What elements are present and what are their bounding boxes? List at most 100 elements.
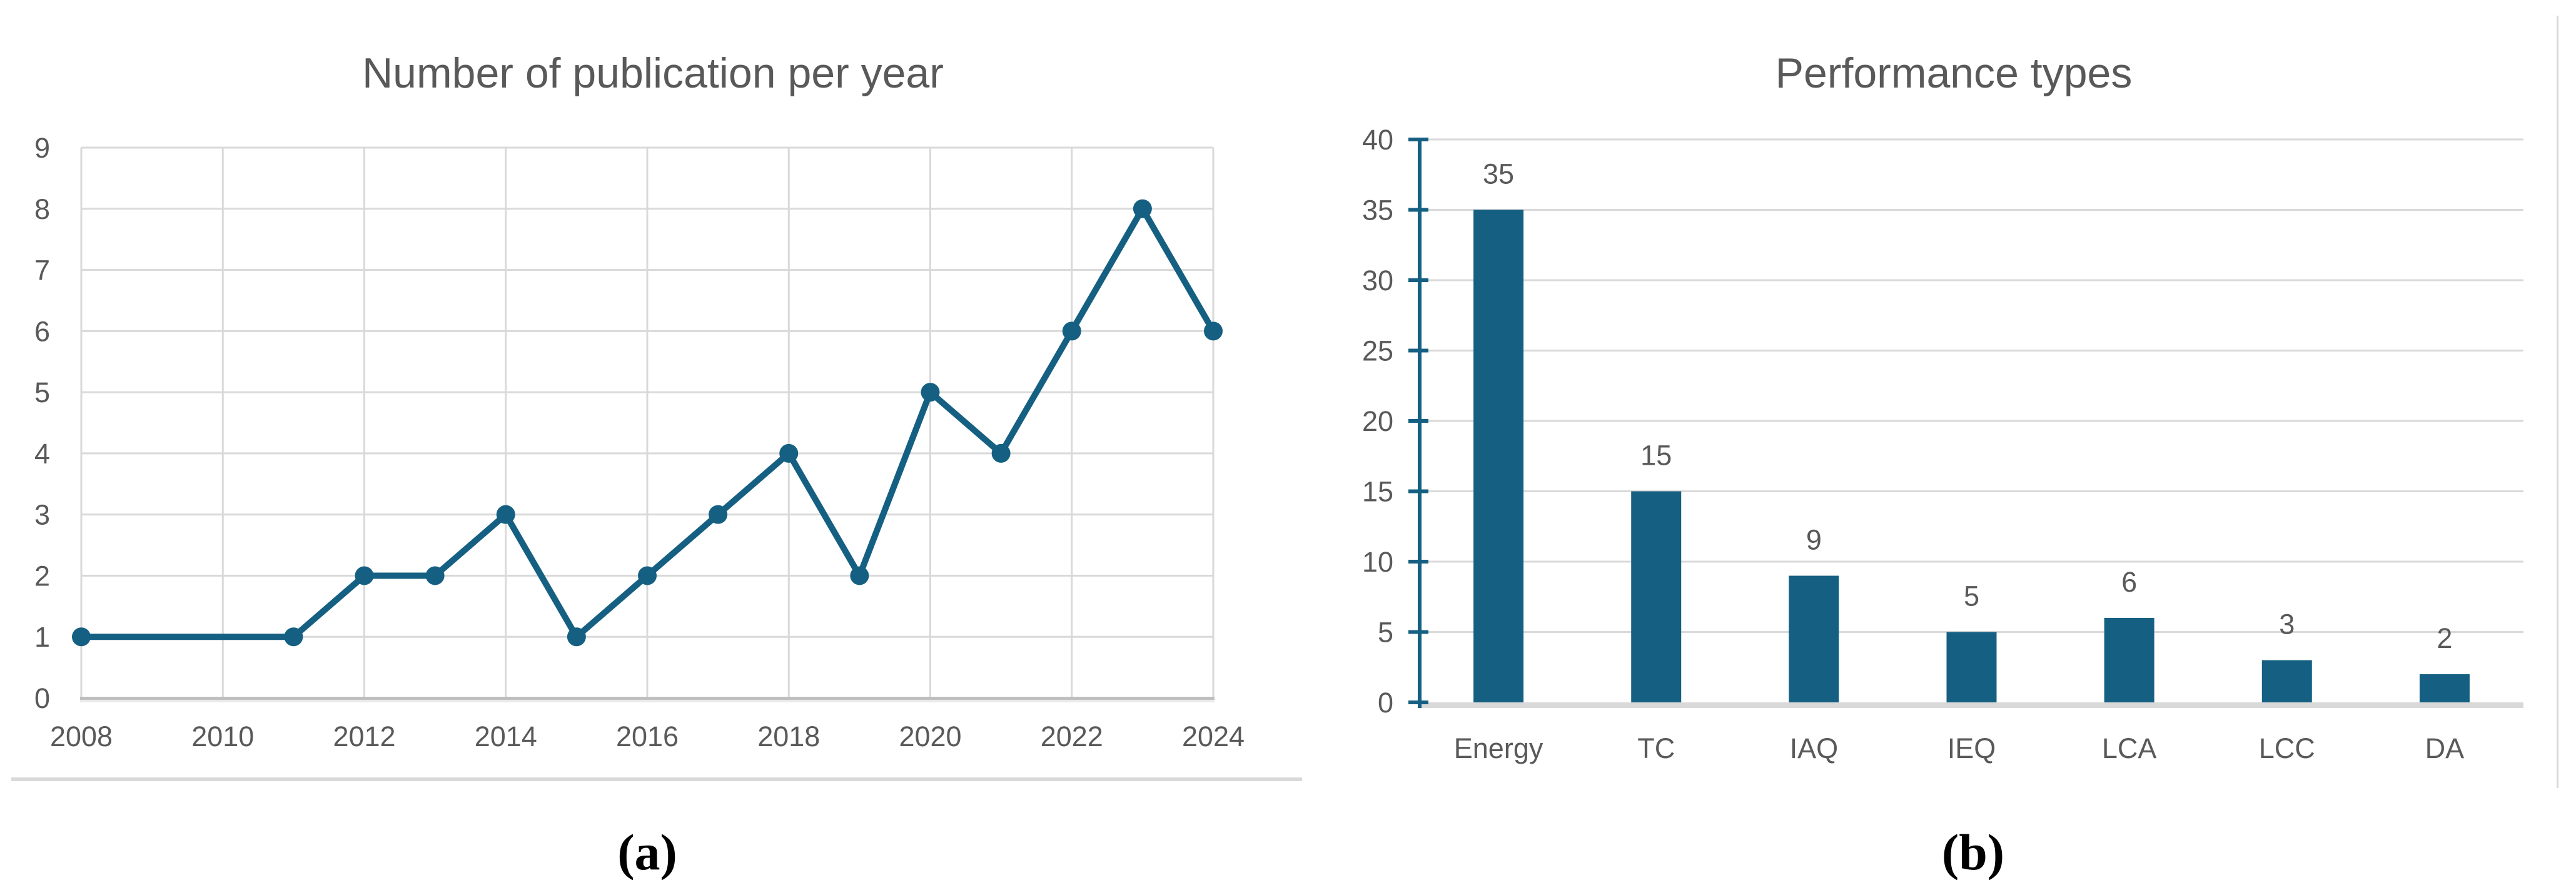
bar — [1473, 210, 1524, 702]
gridline-vertical — [221, 148, 224, 698]
y-tick-label: 7 — [34, 255, 50, 286]
chart-a-axis — [80, 697, 1215, 702]
bar-value-label: 2 — [2437, 622, 2452, 654]
x-axis-line-shadow — [80, 700, 1215, 702]
y-tick-label: 20 — [1362, 405, 1393, 437]
y-tick-label: 15 — [1362, 476, 1393, 508]
y-axis-tick — [1408, 208, 1428, 212]
y-tick-label: 9 — [34, 132, 50, 164]
bar-value-label: 15 — [1640, 440, 1672, 472]
chart-b-figure: Performance types 051015202530354035Ener… — [1362, 16, 2558, 788]
x-tick-label: 2020 — [899, 721, 961, 752]
y-axis-tick — [1408, 419, 1428, 423]
y-axis-tick — [1408, 560, 1428, 564]
gridline-vertical — [1071, 148, 1073, 698]
gridline-vertical — [1212, 148, 1215, 698]
gridline-vertical — [787, 148, 790, 698]
chart-b-bar-series — [1473, 210, 2470, 702]
bar-value-label: 3 — [2279, 609, 2295, 640]
gridline-vertical — [646, 148, 649, 698]
bar-value-label: 35 — [1483, 158, 1514, 190]
data-point-marker — [779, 443, 799, 463]
category-label: DA — [2425, 732, 2465, 764]
x-tick-label: 2014 — [475, 721, 537, 752]
x-axis-line — [80, 697, 1215, 700]
y-tick-label: 4 — [34, 438, 50, 470]
gridline-horizontal — [1420, 420, 2523, 422]
bar-value-label: 9 — [1806, 524, 1822, 556]
y-tick-label: 5 — [34, 377, 50, 408]
y-tick-label: 1 — [34, 621, 50, 653]
category-label: IEQ — [1947, 732, 1996, 764]
gridline-vertical — [505, 148, 507, 698]
y-axis-line — [1418, 139, 1422, 708]
x-tick-label: 2018 — [757, 721, 820, 752]
y-axis-tick — [1408, 278, 1428, 282]
caption-a: (a) — [617, 824, 677, 881]
data-point-marker — [1204, 321, 1223, 341]
y-axis-tick — [1408, 138, 1428, 141]
y-axis-tick — [1408, 630, 1428, 634]
gridline-vertical — [363, 148, 365, 698]
gridline-horizontal — [1420, 209, 2523, 211]
y-tick-label: 25 — [1362, 335, 1393, 367]
data-point-marker — [709, 505, 728, 524]
x-axis-line — [1418, 702, 2523, 708]
y-tick-label: 5 — [1378, 617, 1393, 649]
chart-a-figure: Number of publication per year 0 1 2 3 4 5 6 7 8… — [11, 49, 1302, 781]
gridline-horizontal — [1420, 350, 2523, 351]
chart-a-title: Number of publication per year — [362, 49, 944, 97]
y-tick-label: 30 — [1362, 265, 1393, 296]
x-tick-label: 2016 — [616, 721, 679, 752]
category-label: Energy — [1454, 732, 1543, 764]
bar-value-label: 6 — [2121, 566, 2137, 598]
chart-b-axis-labels: 0 5 10 15 20 25 30 35 40 35 Energy 15 TC 9 IAQ 5 IEQ 6 LCA… — [1362, 124, 2464, 764]
chart-b-right-border — [2557, 16, 2558, 788]
chart-a-gridlines — [80, 146, 1215, 698]
data-point-marker — [284, 627, 303, 647]
x-tick-label: 2022 — [1041, 721, 1103, 752]
gridline-horizontal — [1420, 138, 2523, 141]
data-point-marker — [72, 627, 91, 647]
data-point-marker — [355, 566, 374, 585]
bar — [2261, 660, 2312, 702]
y-tick-label: 2 — [34, 560, 50, 592]
gridline-vertical — [80, 148, 83, 698]
x-tick-label: 2008 — [50, 721, 113, 752]
category-label: LCC — [2259, 732, 2315, 764]
bar-value-label: 5 — [1964, 580, 1979, 612]
y-tick-label: 0 — [1378, 687, 1393, 719]
chart-b-title: Performance types — [1775, 49, 2133, 97]
category-label: IAQ — [1790, 732, 1839, 764]
data-point-marker — [1133, 199, 1152, 218]
y-tick-label: 40 — [1362, 124, 1393, 156]
bar — [2419, 674, 2470, 702]
gridline-horizontal — [1420, 560, 2523, 563]
data-point-marker — [1062, 321, 1081, 341]
gridline-horizontal — [1420, 279, 2523, 281]
data-point-marker — [921, 383, 940, 402]
y-tick-label: 0 — [34, 682, 50, 714]
chart-b-gridlines — [1420, 138, 2523, 633]
data-point-marker — [496, 505, 515, 524]
caption-b: (b) — [1942, 824, 2004, 881]
y-axis-tick — [1408, 700, 1428, 704]
bar — [1789, 575, 1839, 702]
x-tick-label: 2024 — [1182, 721, 1245, 752]
chart-a-line-series — [72, 199, 1223, 647]
x-tick-label: 2012 — [333, 721, 395, 752]
bar — [2104, 618, 2154, 702]
y-tick-label: 10 — [1362, 546, 1393, 578]
y-tick-label: 3 — [34, 499, 50, 531]
chart-a-axis-labels: 0 1 2 3 4 5 6 7 8 9 2008 2010 2012 2014 2016 2018 2020 20… — [34, 132, 1245, 752]
data-point-marker — [991, 443, 1011, 463]
y-tick-label: 35 — [1362, 195, 1393, 226]
data-point-marker — [850, 566, 869, 585]
data-point-marker — [425, 566, 445, 585]
data-point-marker — [567, 627, 586, 647]
gridline-horizontal — [1420, 490, 2523, 492]
category-label: TC — [1637, 732, 1675, 764]
category-label: LCA — [2102, 732, 2157, 764]
figure-a-bottom-divider — [11, 777, 1302, 781]
